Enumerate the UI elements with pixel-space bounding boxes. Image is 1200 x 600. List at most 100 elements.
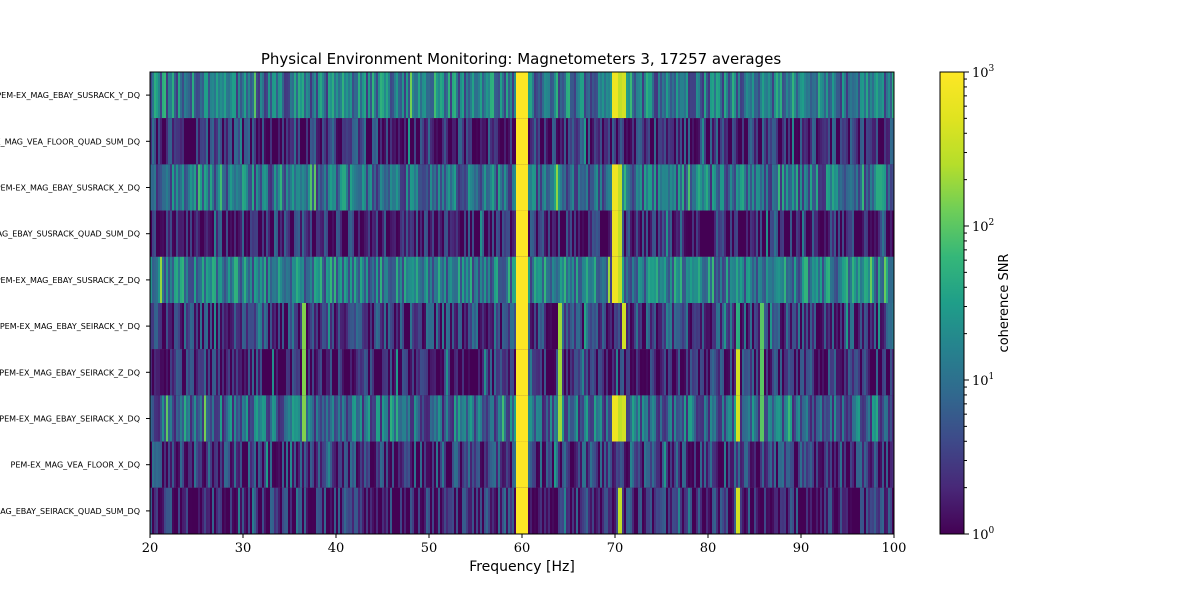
heatmap-cell <box>698 256 701 303</box>
heatmap-cell <box>666 164 669 211</box>
heatmap-cell <box>390 395 393 442</box>
heatmap-cell <box>354 256 357 303</box>
heatmap-cell <box>496 118 499 165</box>
heatmap-cell <box>728 256 731 303</box>
heatmap-cell <box>632 118 635 165</box>
heatmap-cell <box>872 210 875 257</box>
heatmap-cell <box>258 256 261 303</box>
heatmap-cell <box>378 441 381 488</box>
heatmap-cell <box>426 349 429 396</box>
heatmap-cell <box>644 256 647 303</box>
heatmap-cell <box>498 164 501 211</box>
heatmap-cell <box>534 441 537 488</box>
heatmap-cell <box>406 395 409 442</box>
heatmap-cell <box>854 395 857 442</box>
heatmap-cell <box>612 256 615 303</box>
heatmap-cell <box>632 164 635 211</box>
heatmap-cell <box>866 303 869 350</box>
heatmap-cell <box>776 487 779 534</box>
heatmap-cell <box>630 256 633 303</box>
heatmap-cell <box>278 118 281 165</box>
heatmap-cell <box>496 256 499 303</box>
heatmap-cell <box>378 164 381 211</box>
heatmap-cell <box>216 487 219 534</box>
heatmap-cell <box>280 441 283 488</box>
heatmap-cell <box>792 72 795 119</box>
heatmap-cell <box>882 487 885 534</box>
heatmap-cell <box>838 118 841 165</box>
heatmap-cell <box>170 256 173 303</box>
heatmap-cell <box>412 210 415 257</box>
heatmap-cell <box>854 303 857 350</box>
heatmap-cell <box>634 395 637 442</box>
heatmap-cell <box>676 441 679 488</box>
heatmap-cell <box>892 72 895 119</box>
heatmap-cell <box>538 349 541 396</box>
heatmap-cell <box>150 303 153 350</box>
heatmap-cell <box>372 210 375 257</box>
heatmap-cell <box>222 256 225 303</box>
heatmap-cell <box>818 164 821 211</box>
heatmap-cell <box>594 303 597 350</box>
heatmap-cell <box>312 72 315 119</box>
heatmap-cell <box>672 303 675 350</box>
heatmap-cell <box>518 256 521 303</box>
heatmap-cell <box>626 487 629 534</box>
heatmap-cell <box>376 349 379 396</box>
heatmap-cell <box>720 164 723 211</box>
heatmap-cell <box>342 210 345 257</box>
heatmap-cell <box>626 349 629 396</box>
heatmap-cell <box>876 487 879 534</box>
heatmap-cell <box>882 256 885 303</box>
heatmap-cell <box>796 349 799 396</box>
heatmap-cell <box>796 210 799 257</box>
heatmap-cell <box>352 349 355 396</box>
heatmap-cell <box>850 210 853 257</box>
heatmap-cell <box>344 487 347 534</box>
heatmap-cell <box>276 349 279 396</box>
heatmap-cell <box>712 303 715 350</box>
heatmap-cell <box>638 349 641 396</box>
heatmap-cell <box>768 210 771 257</box>
heatmap-cell <box>742 210 745 257</box>
heatmap-cell <box>302 210 305 257</box>
heatmap-cell <box>640 487 643 534</box>
heatmap-cell <box>374 487 377 534</box>
heatmap-cell <box>744 441 747 488</box>
heatmap-cell <box>178 72 181 119</box>
heatmap-cell <box>726 487 729 534</box>
heatmap-cell <box>342 72 345 119</box>
heatmap-cell <box>220 487 223 534</box>
heatmap-cell <box>456 210 459 257</box>
heatmap-cell <box>294 164 297 211</box>
heatmap-cell <box>558 487 561 534</box>
heatmap-cell <box>616 395 619 442</box>
heatmap-cell <box>312 164 315 211</box>
heatmap-cell <box>884 487 887 534</box>
heatmap-cell <box>186 256 189 303</box>
heatmap-cell <box>212 349 215 396</box>
heatmap-cell <box>776 210 779 257</box>
heatmap-cell <box>806 210 809 257</box>
heatmap-cell <box>352 164 355 211</box>
heatmap-cell <box>854 164 857 211</box>
heatmap-cell <box>278 210 281 257</box>
heatmap-cell <box>662 118 665 165</box>
heatmap-cell <box>814 210 817 257</box>
heatmap-cell <box>178 395 181 442</box>
heatmap-cell <box>648 118 651 165</box>
heatmap-cell <box>314 256 317 303</box>
heatmap-cell <box>262 118 265 165</box>
heatmap-cell <box>306 349 309 396</box>
heatmap-cell <box>644 164 647 211</box>
heatmap-cell <box>474 210 477 257</box>
heatmap-cell <box>510 441 513 488</box>
heatmap-cell <box>476 303 479 350</box>
heatmap-cell <box>836 303 839 350</box>
heatmap-cell <box>168 164 171 211</box>
heatmap-cell <box>244 487 247 534</box>
heatmap-cell <box>852 118 855 165</box>
heatmap-cell <box>158 210 161 257</box>
heatmap-cell <box>552 395 555 442</box>
heatmap-cell <box>814 118 817 165</box>
